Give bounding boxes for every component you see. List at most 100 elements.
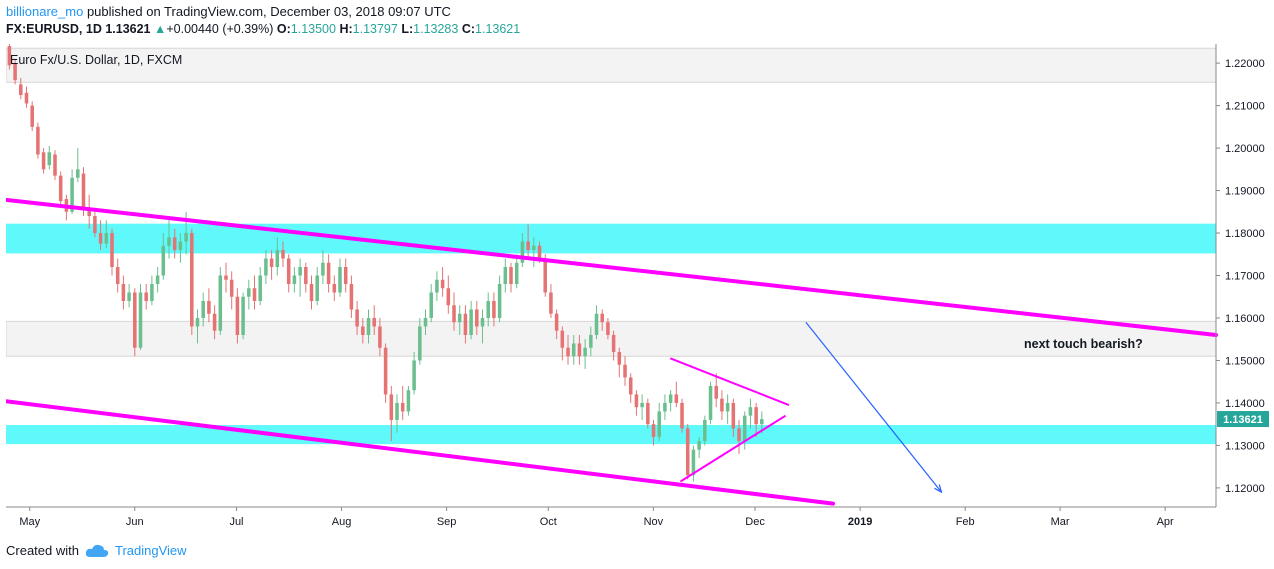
candle-body: [326, 262, 331, 284]
candle-body: [469, 309, 473, 335]
candle-body: [668, 394, 673, 403]
candle-body: [184, 233, 188, 242]
candle-body: [412, 360, 416, 391]
candle-body: [418, 326, 422, 361]
candle-body: [429, 292, 433, 318]
last-price-badge: [1217, 411, 1269, 428]
candle-body: [663, 402, 667, 412]
candle-body: [606, 322, 610, 335]
candle-body: [218, 275, 223, 331]
candle-body: [634, 394, 639, 408]
candle-body: [560, 330, 565, 348]
y-tick-label: 1.20000: [1225, 143, 1265, 155]
axes-layer: 1.22000 1.21000 1.20000 1.19000 1.18000 1.170…: [6, 44, 1269, 528]
candle-body: [241, 296, 245, 335]
candle-body: [742, 415, 747, 442]
change-value: +0.00440 (+0.39%): [166, 22, 274, 36]
candle-body: [406, 390, 411, 412]
candle-body: [594, 313, 599, 335]
projection-arrow: [805, 321, 942, 493]
triangle-line: [679, 414, 787, 483]
channel-line: [4, 399, 836, 506]
candle-body: [435, 279, 439, 293]
candle-body: [737, 428, 741, 442]
symbol-ohlc-bar: FX:EURUSD, 1D 1.13621 ▲+0.00440 (+0.39%)…: [6, 22, 520, 36]
grey-zone: [5, 320, 1217, 357]
candle-body: [349, 283, 354, 310]
candle-body: [332, 283, 337, 293]
candle-body: [543, 258, 547, 293]
candle-body: [486, 300, 490, 318]
candle-body: [70, 177, 74, 212]
chart-title: Euro Fx/U.S. Dollar, 1D, FXCM: [10, 53, 182, 67]
candle-body: [161, 245, 166, 276]
candle-body: [423, 317, 428, 327]
candle-body: [53, 154, 57, 176]
candle-body: [13, 63, 17, 81]
candle-body: [41, 152, 46, 170]
candle-body: [731, 402, 736, 429]
candle-body: [617, 351, 622, 365]
zones-layer: [5, 47, 1217, 445]
low-label: L:: [401, 22, 414, 36]
candle-body: [167, 237, 171, 246]
candle-body: [514, 262, 519, 284]
candle-body: [269, 258, 274, 268]
high-label: H:: [339, 22, 353, 36]
candle-body: [138, 292, 143, 348]
candle-body: [457, 313, 462, 323]
candle-body: [76, 169, 80, 178]
candle-body: [754, 407, 758, 425]
grey-zone: [5, 47, 1217, 83]
candle-body: [600, 313, 604, 323]
candle-body: [235, 296, 240, 335]
candle-body: [207, 300, 211, 314]
candle-body: [463, 313, 468, 335]
candle-body: [212, 313, 217, 331]
candle-body: [133, 292, 137, 348]
candle-body: [685, 428, 690, 476]
x-tick-label: Apr: [1157, 516, 1174, 528]
candle-body: [611, 334, 616, 352]
triangle-line: [669, 357, 790, 406]
candle-body: [110, 233, 114, 268]
candle-body: [577, 343, 582, 357]
candlestick-chart[interactable]: 1.22000 1.21000 1.20000 1.19000 1.18000 1.170…: [4, 41, 1270, 532]
candle-body: [760, 419, 764, 425]
x-tick-label: Jun: [126, 516, 144, 528]
candle-body: [748, 407, 753, 416]
tradingview-link[interactable]: TradingView: [114, 543, 187, 558]
created-with-label: Created with: [6, 543, 79, 558]
candle-body: [258, 275, 262, 301]
candle-body: [298, 267, 302, 276]
candle-body: [583, 347, 587, 357]
candle-body: [7, 46, 12, 66]
candle-body: [674, 394, 679, 403]
x-tick-label: Feb: [956, 516, 975, 528]
candle-body: [509, 267, 513, 284]
candle-body: [440, 279, 445, 289]
candle-body: [691, 449, 696, 476]
candle-body: [19, 84, 23, 95]
candle-body: [520, 241, 525, 263]
chart-container[interactable]: 1.22000 1.21000 1.20000 1.19000 1.18000 1.170…: [4, 41, 1270, 532]
candle-body: [104, 233, 109, 244]
open-label: O:: [276, 22, 291, 36]
y-tick-label: 1.14000: [1225, 398, 1265, 410]
candle-body: [292, 275, 297, 284]
open-value: 1.13500: [290, 22, 336, 36]
candle-body: [646, 402, 650, 425]
candle-body: [400, 402, 405, 412]
candle-body: [389, 394, 394, 420]
candle-body: [452, 305, 456, 323]
y-tick-label: 1.15000: [1225, 355, 1265, 367]
candle-body: [366, 317, 371, 335]
candle-body: [321, 262, 325, 276]
candle-body: [697, 441, 701, 450]
x-tick-label: Mar: [1051, 516, 1070, 528]
candle-body: [446, 288, 451, 306]
low-value: 1.13283: [413, 22, 459, 36]
author-link[interactable]: billionare_mo: [6, 4, 84, 19]
tradingview-cloud-icon: [85, 544, 109, 557]
drawings-layer: [4, 197, 1218, 506]
